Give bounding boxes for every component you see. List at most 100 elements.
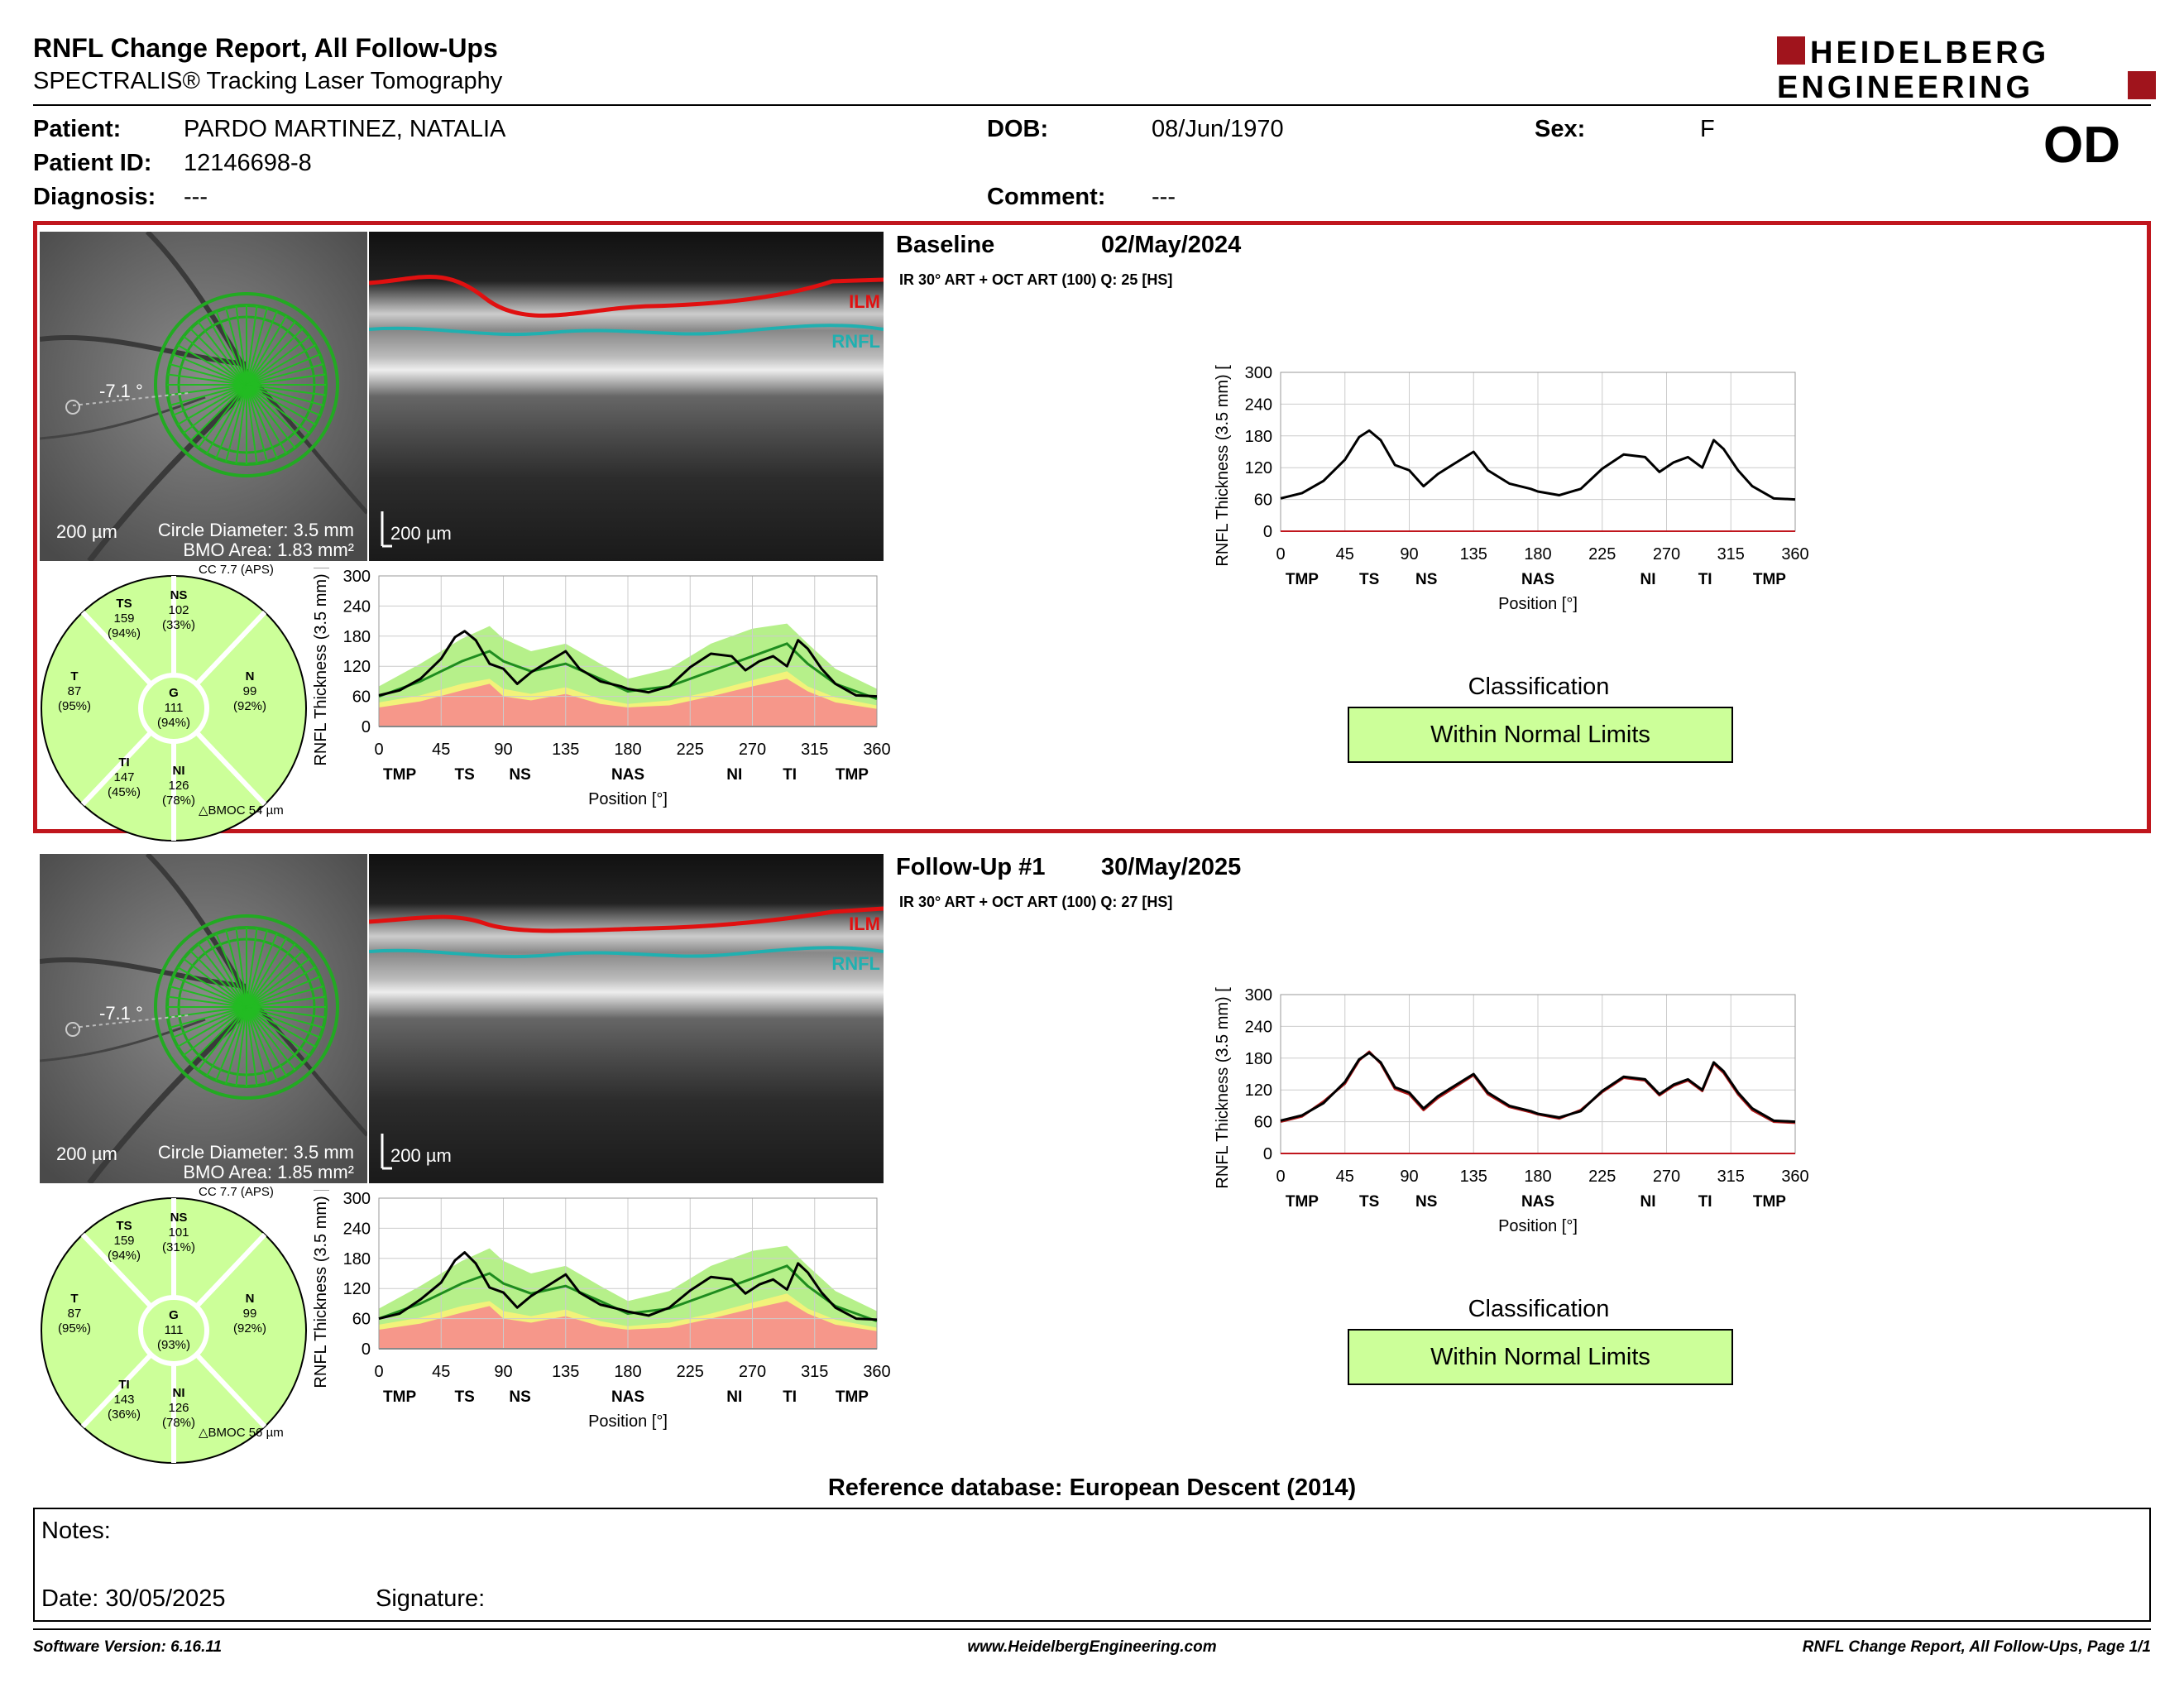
sector-tick-label: TMP [383, 766, 416, 784]
sector-tick-label: TMP [1753, 571, 1786, 588]
y-tick-label: 300 [1245, 364, 1272, 382]
bmo-area: BMO Area: 1.83 mm² [183, 539, 354, 560]
delta-icon: △ [199, 803, 208, 818]
x-tick-label: 90 [494, 1363, 512, 1381]
sector-ni-name: NI [173, 764, 185, 778]
x-tick-label: 315 [801, 1363, 828, 1381]
sector-tick-label: TMP [383, 1388, 416, 1406]
y-tick-label: 0 [1263, 1145, 1272, 1163]
bmoc-row: △BMOC 54 µm [199, 803, 284, 818]
sector-g-value: 111 [165, 1323, 184, 1337]
dob-value: 08/Jun/1970 [1152, 116, 1284, 142]
sector-t-pct: (95%) [58, 1321, 91, 1336]
sector-tick-label: TS [455, 1388, 475, 1406]
sector-ti-value: 147 [113, 770, 134, 784]
x-tick-label: 270 [1653, 545, 1680, 563]
acquisition-info: IR 30° ART + OCT ART (100) Q: 27 [HS] [899, 894, 1173, 910]
series-line-0 [1280, 429, 1796, 501]
rnfl-label: RNFL [831, 331, 880, 352]
sex-value: F [1700, 116, 1715, 142]
y-tick-label: 120 [1245, 459, 1272, 477]
patient-id: 12146698-8 [184, 150, 312, 176]
x-tick-label: 90 [494, 741, 512, 759]
sector-ns-name: NS [170, 1211, 188, 1225]
delta-icon: △ [199, 1426, 208, 1440]
y-tick-label: 60 [352, 688, 371, 707]
x-tick-label: 0 [374, 1363, 383, 1381]
patient-id-label: Patient ID: [33, 150, 152, 176]
y-tick-label: 180 [1245, 1050, 1272, 1068]
sector-ti-value: 143 [113, 1393, 134, 1407]
x-tick-label: 360 [863, 741, 890, 759]
sector-tick-label: NI [726, 1388, 742, 1406]
diagnosis-value: --- [184, 184, 208, 210]
sector-tick-label: NI [726, 766, 742, 784]
sector-tick-label: TS [455, 766, 475, 784]
x-tick-label: 180 [1524, 1168, 1551, 1186]
sector-ns-pct: (31%) [162, 1240, 195, 1254]
sector-n-name: N [246, 669, 255, 683]
logo-red-square-bottom [2128, 71, 2156, 99]
x-tick-label: 270 [739, 1363, 766, 1381]
fundus-image: -7.1 ° 200 µm Circle Diameter: 3.5 mm BM… [40, 232, 367, 561]
sector-n-pct: (92%) [233, 699, 266, 713]
circle-diameter: Circle Diameter: 3.5 mm [158, 520, 354, 540]
y-tick-label: 240 [343, 1220, 371, 1238]
x-tick-label: 225 [1588, 1168, 1616, 1186]
exam-date: 30/May/2025 [1101, 854, 1242, 880]
y-tick-label: 180 [1245, 428, 1272, 446]
patient-label: Patient: [33, 116, 122, 142]
sector-n-pct: (92%) [233, 1321, 266, 1336]
classification-badge: Within Normal Limits [1348, 707, 1733, 763]
notes-date: Date: 30/05/2025 [41, 1585, 226, 1612]
logo-red-square-top [1777, 36, 1805, 65]
sector-tick-label: NAS [1521, 1193, 1554, 1211]
software-version: Software Version: 6.16.11 [33, 1638, 223, 1656]
sector-ts-pct: (94%) [108, 1249, 141, 1263]
sector-g-name: G [169, 1308, 179, 1322]
sector-tick-label: TMP [836, 766, 869, 784]
header-divider [33, 104, 2151, 106]
diagnosis-label: Diagnosis: [33, 184, 156, 210]
logo-line1: HEIDELBERG [1810, 36, 2049, 70]
sector-tick-label: NI [1640, 571, 1656, 588]
y-tick-label: 240 [343, 597, 371, 616]
x-tick-label: 135 [1460, 1168, 1487, 1186]
logo-line2: ENGINEERING [1777, 70, 2033, 103]
x-tick-label: 360 [1781, 545, 1808, 563]
y-tick-label: 120 [343, 1280, 371, 1298]
y-axis-label: RNFL Thickness (3.5 mm) [µm] [312, 1190, 330, 1388]
fundus-scale: 200 µm [56, 1144, 117, 1164]
exam-label: Follow-Up #1 [896, 854, 1046, 880]
dob-label: DOB: [987, 116, 1049, 142]
x-tick-label: 180 [1524, 545, 1551, 563]
x-tick-label: 135 [1460, 545, 1487, 563]
oct-bscan: ILM RNFL 200 µm [369, 232, 884, 561]
fundus-svg: -7.1 ° 200 µm Circle Diameter: 3.5 mm BM… [40, 854, 367, 1183]
sector-tick-label: TI [1698, 1193, 1712, 1211]
rnfl-profile-chart-change-followup: 0 60 120 180 240 300 0 45 90 135 180 225 270 315 360 TM… [1214, 986, 1809, 1235]
sector-t-name: T [70, 1292, 78, 1306]
x-tick-label: 180 [614, 1363, 641, 1381]
sector-n-name: N [246, 1292, 255, 1306]
y-tick-label: 180 [343, 628, 371, 646]
x-tick-label: 360 [863, 1363, 890, 1381]
notes-label: Notes: [41, 1518, 111, 1544]
sector-g-value: 111 [165, 701, 184, 715]
fundus-scale: 200 µm [56, 521, 117, 542]
sector-ts-pct: (94%) [108, 626, 141, 640]
sector-tick-label: TS [1359, 571, 1379, 588]
fundus-svg: -7.1 ° 200 µm Circle Diameter: 3.5 mm BM… [40, 232, 367, 561]
x-tick-label: 45 [432, 741, 450, 759]
x-axis-label: Position [°] [588, 1412, 668, 1431]
rnfl-profile-chart-change-baseline: 0 60 120 180 240 300 0 45 90 135 180 225 270 315 360 TM… [1214, 364, 1809, 613]
comment-value: --- [1152, 184, 1176, 210]
sector-tick-label: NAS [611, 766, 644, 784]
bmoc-row: △BMOC 56 µm [199, 1425, 284, 1440]
bmo-area: BMO Area: 1.85 mm² [183, 1162, 354, 1182]
x-tick-label: 225 [677, 741, 704, 759]
x-tick-label: 315 [801, 741, 828, 759]
y-tick-label: 60 [1254, 492, 1272, 510]
sector-n-value: 99 [243, 1307, 257, 1321]
x-tick-label: 225 [1588, 545, 1616, 563]
